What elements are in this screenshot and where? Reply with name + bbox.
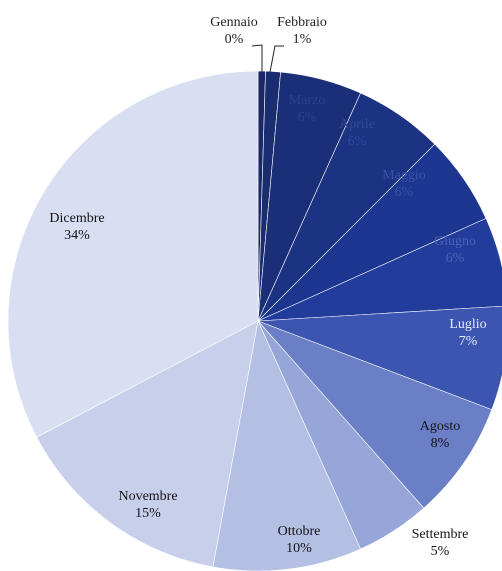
leader-gennaio xyxy=(251,44,263,72)
slice-novembre xyxy=(36,320,259,568)
slice-label-agosto: Agosto 8% xyxy=(420,419,460,451)
leader-lines xyxy=(251,44,284,73)
slice-name-giugno: Giugno xyxy=(434,234,476,249)
slice-value-gennaio: 0% xyxy=(225,32,244,47)
slice-label-giugno: Giugno 6% xyxy=(434,234,476,266)
slice-label-dicembre: Dicembre 34% xyxy=(49,211,104,243)
slice-label-aprile: Aprile 6% xyxy=(339,117,375,149)
slice-name-settembre: Settembre xyxy=(412,527,469,542)
slice-dicembre xyxy=(7,70,259,438)
slice-value-ottobre: 10% xyxy=(286,541,312,556)
slice-name-luglio: Luglio xyxy=(449,317,486,332)
slice-giugno xyxy=(257,218,502,322)
slice-label-novembre: Novembre 15% xyxy=(118,489,177,521)
slice-name-dicembre: Dicembre xyxy=(49,211,104,226)
slice-agosto xyxy=(257,320,493,509)
slice-value-marzo: 6% xyxy=(298,110,317,125)
slice-name-maggio: Maggio xyxy=(382,168,426,183)
slice-value-maggio: 6% xyxy=(395,185,414,200)
pie-slices xyxy=(7,70,502,571)
slice-name-novembre: Novembre xyxy=(118,489,177,504)
slice-name-febbraio: Febbraio xyxy=(277,15,327,30)
slice-name-ottobre: Ottobre xyxy=(278,524,321,539)
slice-name-gennaio: Gennaio xyxy=(210,15,257,30)
slice-label-ottobre: Ottobre 10% xyxy=(278,524,321,556)
slice-luglio xyxy=(257,305,502,411)
slice-value-giugno: 6% xyxy=(446,251,465,266)
slice-name-agosto: Agosto xyxy=(420,419,460,434)
slice-label-maggio: Maggio 6% xyxy=(382,168,426,200)
slice-name-aprile: Aprile xyxy=(339,117,375,132)
slice-label-settembre: Settembre 5% xyxy=(412,527,469,559)
slice-value-aprile: 6% xyxy=(348,134,367,149)
slice-value-dicembre: 34% xyxy=(64,228,90,243)
slice-value-settembre: 5% xyxy=(431,544,450,559)
slice-label-luglio: Luglio 7% xyxy=(449,317,486,349)
leader-febbraio xyxy=(269,45,284,73)
slice-label-febbraio: Febbraio 1% xyxy=(277,15,327,47)
slice-label-gennaio: Gennaio 0% xyxy=(210,15,257,47)
slice-value-luglio: 7% xyxy=(459,334,478,349)
slice-value-febbraio: 1% xyxy=(293,32,312,47)
slice-label-marzo: Marzo 6% xyxy=(289,93,326,125)
slice-value-novembre: 15% xyxy=(135,506,161,521)
slice-name-marzo: Marzo xyxy=(289,93,326,108)
slice-value-agosto: 8% xyxy=(431,436,450,451)
slice-ottobre xyxy=(212,319,361,571)
slice-labels: Gennaio 0%Febbraio 1%Marzo 6% Aprile 6%Maggio… xyxy=(49,15,486,559)
